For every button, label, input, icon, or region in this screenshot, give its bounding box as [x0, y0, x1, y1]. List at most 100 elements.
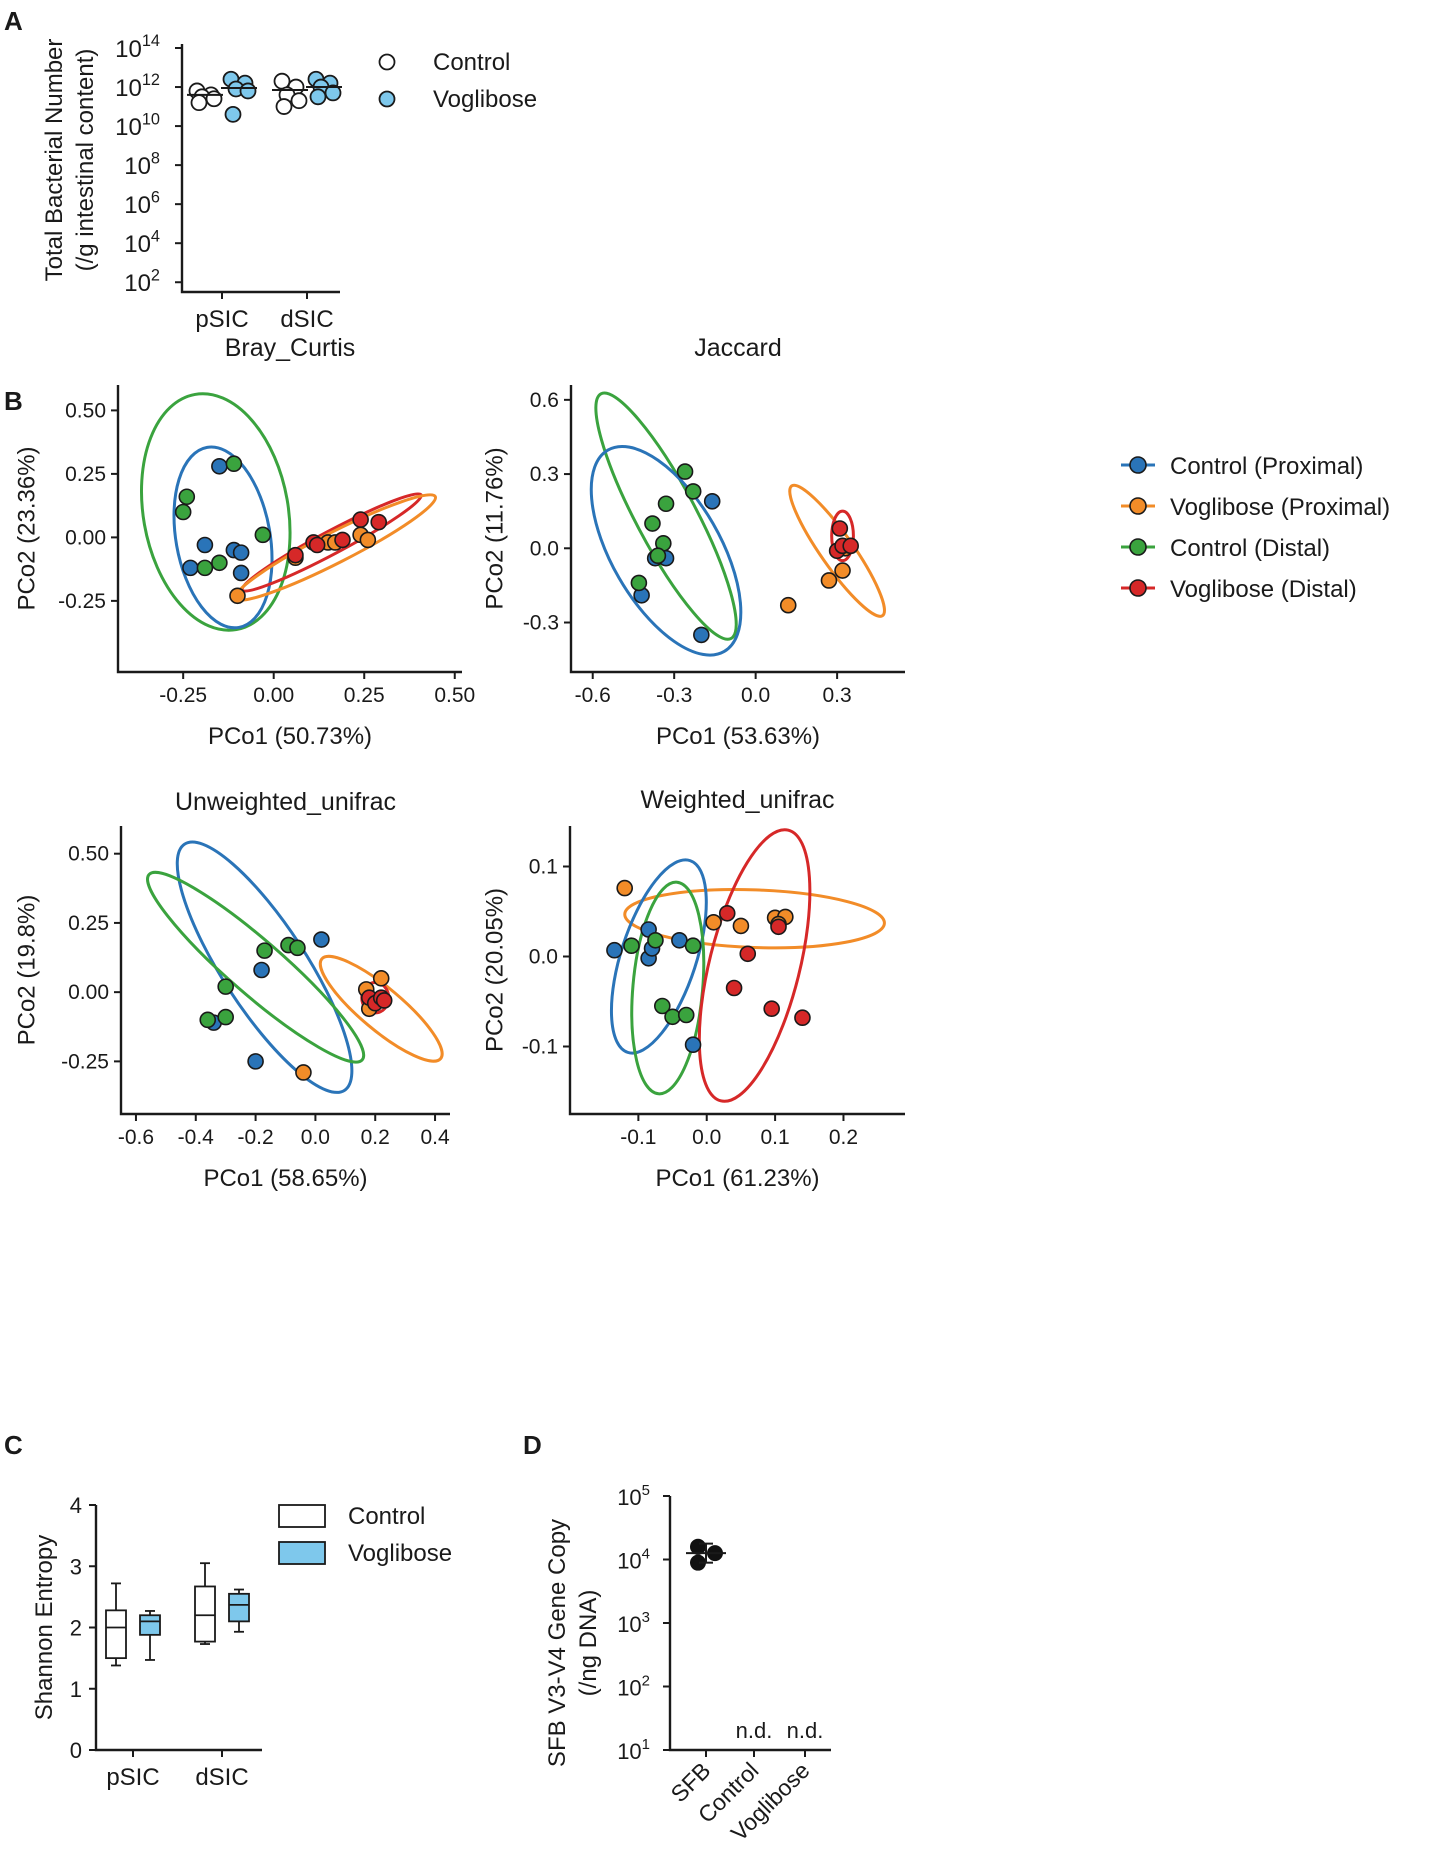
y-tick-label: 103: [617, 1609, 650, 1637]
data-point: [239, 82, 257, 100]
x-tick-label: 0.25: [344, 684, 385, 707]
y-tick-label: 0.3: [530, 463, 559, 486]
confidence-ellipse: [172, 445, 274, 630]
y-axis-label: PCo2 (19.8%): [13, 895, 40, 1046]
x-tick-label: 0.2: [829, 1126, 858, 1149]
axis-lines: [568, 826, 905, 1116]
y-tick-label: 0.1: [529, 856, 558, 879]
y-tick-label: 1: [70, 1677, 82, 1702]
y-tick-label: 108: [124, 149, 160, 180]
x-tick-label: pSIC: [195, 306, 248, 333]
y-tick-label: 102: [617, 1673, 650, 1701]
data-point: [182, 559, 199, 577]
y-tick-label: 1012: [115, 71, 160, 102]
data-point: [224, 105, 242, 123]
plot-title: Weighted_unifrac: [640, 786, 834, 814]
y-tick-label: 101: [617, 1736, 650, 1764]
y-tick-label: 0.00: [65, 526, 106, 549]
data-point: [649, 547, 667, 565]
y-tick-label: 106: [124, 188, 160, 219]
not-detected-label: n.d.: [787, 1718, 824, 1743]
legend-label: Voglibose (Distal): [1170, 576, 1357, 603]
data-point: [211, 554, 228, 572]
legend-label: Control (Proximal): [1170, 453, 1363, 480]
data-point: [290, 92, 308, 110]
x-tick-label: 0.0: [692, 1126, 721, 1149]
data-point: [352, 511, 369, 528]
legend-swatch: [278, 1504, 326, 1528]
confidence-ellipse: [697, 828, 812, 1103]
data-point: [334, 531, 351, 549]
x-tick-label: -0.3: [656, 684, 692, 707]
confidence-ellipse: [594, 391, 738, 641]
data-point: [676, 463, 694, 480]
data-point: [359, 531, 377, 549]
legend-swatch: [278, 1541, 326, 1565]
y-axis-label: Shannon Entropy: [31, 1535, 58, 1720]
legend-label: Voglibose (Proximal): [1170, 494, 1390, 521]
legend-label: Control: [433, 49, 510, 76]
data-point: [256, 942, 273, 959]
axis-lines: [116, 385, 462, 674]
y-tick-label: 0.0: [530, 537, 559, 560]
axis-lines: [569, 385, 905, 674]
y-tick-label: 0.25: [68, 912, 109, 935]
data-point: [718, 904, 736, 922]
data-point: [232, 544, 250, 561]
x-tick-label: -0.6: [575, 684, 611, 707]
data-point: [205, 90, 223, 108]
data-point: [739, 945, 757, 963]
y-tick-label: 0.25: [65, 463, 106, 486]
x-tick-label: -0.2: [237, 1126, 273, 1149]
legend-label: Control: [348, 1503, 425, 1530]
data-point: [287, 546, 304, 564]
panel-b-jaccard: Jaccard PCo1 (53.63%) PCo2 (11.76%) -0.6 -0.…: [481, 334, 905, 750]
data-point: [725, 979, 743, 997]
data-point: [705, 913, 722, 931]
plot-title: Unweighted_unifrac: [175, 788, 396, 816]
data-point: [671, 931, 688, 949]
y-axis-label: Total Bacterial Number: [41, 39, 68, 282]
data-point: [770, 918, 787, 936]
box-body: [194, 1585, 216, 1643]
box-body: [139, 1614, 161, 1636]
x-tick-label: dSIC: [195, 1764, 248, 1791]
y-tick-label: 102: [124, 266, 160, 297]
x-tick-label: -0.25: [159, 684, 207, 707]
panel-letter-c: C: [4, 1430, 23, 1460]
box-body: [228, 1592, 250, 1623]
y-tick-label: 105: [617, 1482, 650, 1510]
data-point: [211, 457, 228, 475]
y-axis-label: PCo2 (20.05%): [481, 888, 508, 1052]
x-tick-label: -0.1: [620, 1126, 656, 1149]
plot-title: Jaccard: [694, 334, 782, 362]
data-point: [225, 455, 243, 473]
x-tick-label: 0.3: [823, 684, 852, 707]
data-point: [779, 596, 797, 614]
y-tick-label: 3: [70, 1554, 82, 1579]
axis-lines: [668, 1496, 831, 1752]
x-axis-label: PCo1 (50.73%): [208, 723, 372, 750]
confidence-ellipse: [830, 509, 855, 563]
y-tick-label: -0.3: [523, 612, 559, 635]
x-tick-label: 0.0: [301, 1126, 330, 1149]
data-point: [217, 1008, 234, 1026]
panel-letter-d: D: [523, 1430, 542, 1460]
data-point: [196, 536, 214, 554]
legend-marker: [378, 90, 396, 108]
data-point: [690, 1538, 706, 1555]
data-point: [289, 939, 306, 957]
x-tick-label: dSIC: [280, 306, 333, 333]
data-point: [644, 515, 661, 532]
x-tick-label: pSIC: [106, 1764, 159, 1791]
y-tick-label: 104: [124, 227, 160, 258]
y-tick-label: -0.25: [61, 1050, 109, 1073]
legend-marker: [1129, 456, 1147, 474]
axis-lines: [119, 826, 450, 1116]
y-axis-label: (/ng DNA): [575, 1590, 602, 1697]
data-point: [190, 94, 208, 112]
data-point: [616, 879, 633, 897]
y-axis-label: SFB V3-V4 Gene Copy: [544, 1519, 571, 1767]
